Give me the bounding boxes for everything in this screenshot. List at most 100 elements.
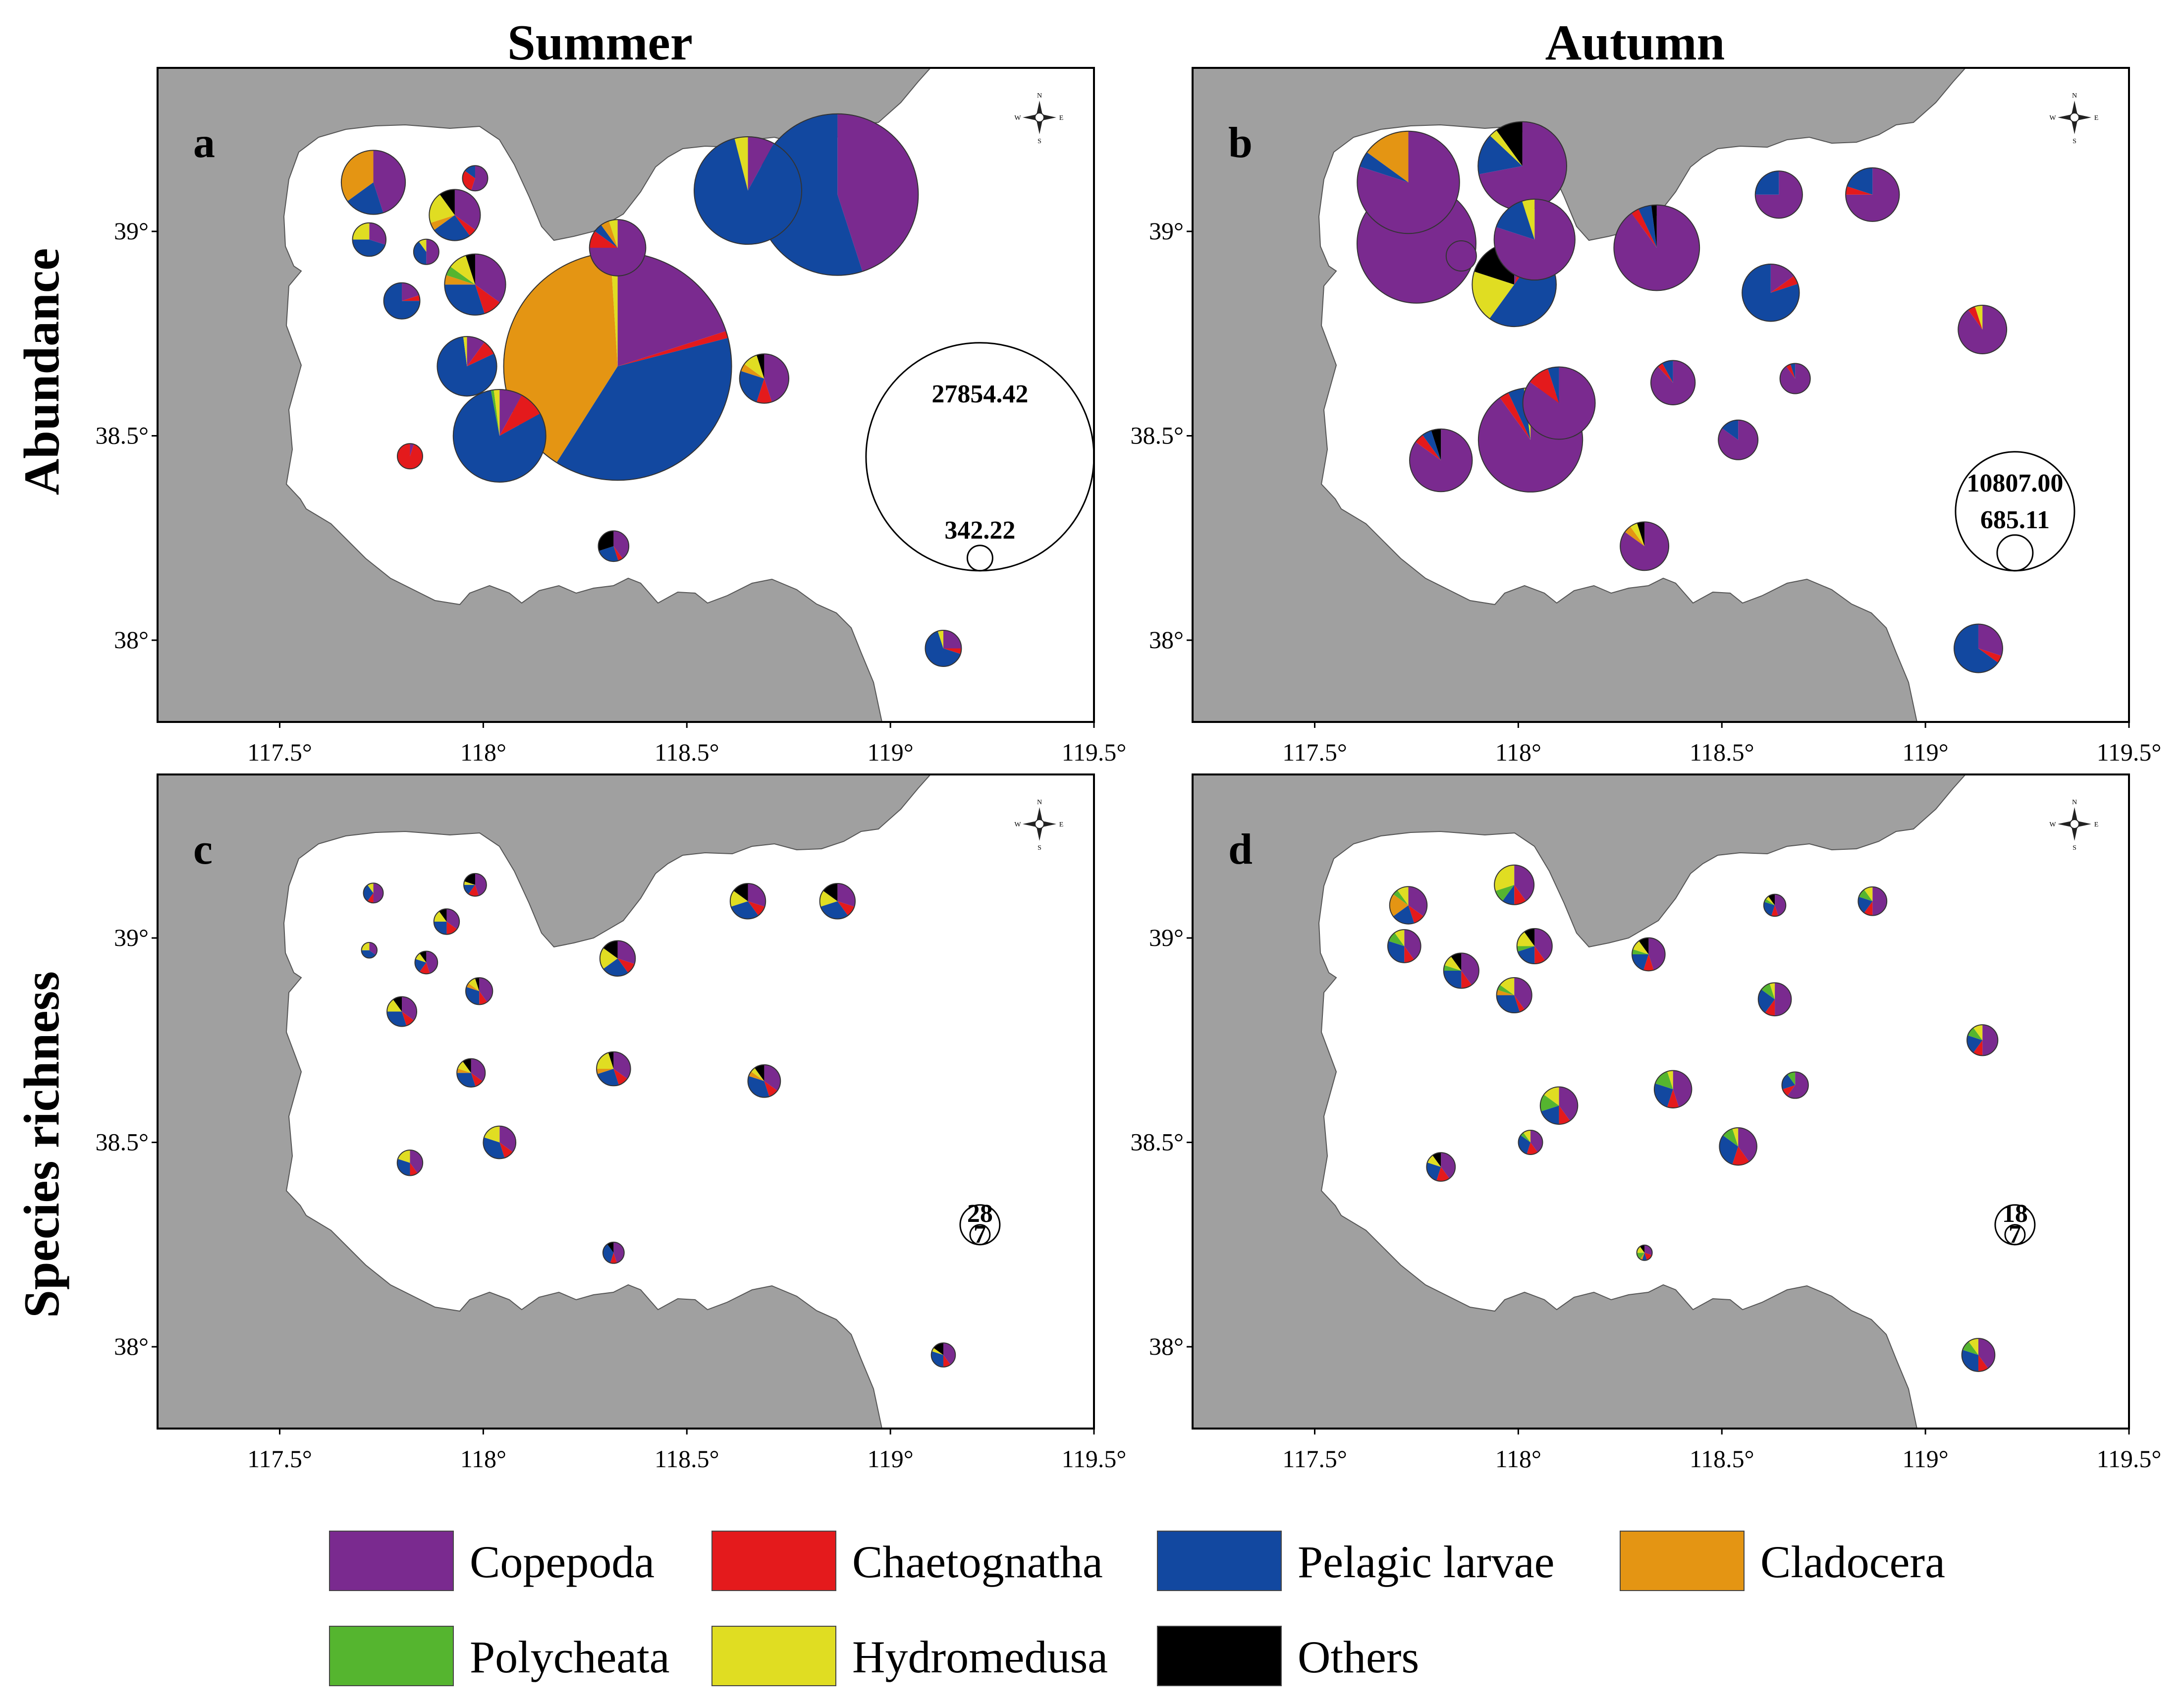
pie-slice-cladocera xyxy=(749,1071,764,1081)
pie-slice-copepoda xyxy=(837,113,919,272)
land-coastline xyxy=(158,68,931,722)
pie-slice-hydromedusa xyxy=(610,252,618,367)
pie-slice-pelagic-larvae xyxy=(1858,896,1873,913)
lon-tick-label: 119.5° xyxy=(1062,738,1127,766)
compass-n-label: N xyxy=(1037,92,1042,100)
station-pie xyxy=(1522,366,1596,440)
pie-slice-pelagic-larvae xyxy=(731,901,759,919)
legend-swatch-pelagic-larvae xyxy=(1157,1531,1282,1591)
legend-swatch-cladocera xyxy=(1620,1531,1745,1591)
pie-slice-hydromedusa xyxy=(937,630,943,649)
pie-slice-copepoda xyxy=(1978,624,2003,656)
pie-slice-copepoda xyxy=(1441,1153,1456,1179)
pie-slice-copepoda xyxy=(1559,1087,1578,1121)
pie-slice-chaetognatha xyxy=(1968,306,1983,330)
pie-slice-others xyxy=(608,1051,614,1069)
pie-slice-copepoda xyxy=(613,1051,631,1079)
station-pie xyxy=(589,219,647,276)
pie-slice-copepoda xyxy=(1523,367,1595,440)
pie-slice-chaetognatha xyxy=(475,284,500,314)
pie-slice-copepoda xyxy=(1461,953,1479,985)
pie-slice-chaetognatha xyxy=(1632,209,1657,248)
pie-slice-copepoda xyxy=(617,940,636,964)
pie-slice-copepoda xyxy=(467,336,485,367)
pie-slice-copepoda xyxy=(402,996,417,1021)
pie-slice-copepoda xyxy=(1644,1245,1652,1256)
station-pie xyxy=(1757,982,1792,1017)
station-pie xyxy=(456,1058,486,1088)
lat-tick-label: 38° xyxy=(114,626,149,654)
pie-slice-chaetognatha xyxy=(1667,1089,1679,1108)
pie-slice-hydromedusa xyxy=(1490,130,1523,166)
lat-tick-label: 38.5° xyxy=(96,1128,149,1156)
station-pie xyxy=(396,443,423,470)
pie-slice-chaetognatha xyxy=(1559,1105,1570,1125)
pie-slice-chaetognatha xyxy=(748,901,765,916)
pie-slice-others xyxy=(755,1064,764,1081)
pie-slice-hydromedusa xyxy=(1522,199,1535,240)
station-pie xyxy=(694,136,803,245)
lat-tick-label: 38° xyxy=(114,1332,149,1360)
land-coastline xyxy=(158,774,931,1429)
legend-label-hydromedusa: Hydromedusa xyxy=(852,1632,1108,1682)
pie-slice-polycheata xyxy=(491,389,500,436)
pie-slice-copepoda xyxy=(617,252,726,367)
pie-slice-pelagic-larvae xyxy=(1360,152,1409,182)
pie-slice-others xyxy=(823,883,838,901)
pie-slice-pelagic-larvae xyxy=(1496,201,1535,240)
pie-slice-others xyxy=(475,978,480,992)
station-pie xyxy=(1779,363,1811,394)
pie-slice-hydromedusa xyxy=(352,222,370,240)
pie-slice-chaetognatha xyxy=(1436,1167,1450,1181)
lon-tick-label: 119° xyxy=(1903,1445,1949,1473)
panel-letter: c xyxy=(193,826,213,874)
lon-tick-label: 118° xyxy=(1495,1445,1541,1473)
pie-slice-pelagic-larvae xyxy=(437,336,497,396)
pie-slice-cladocera xyxy=(430,215,455,230)
pie-slice-pelagic-larvae xyxy=(1790,363,1796,379)
station-pie xyxy=(386,996,418,1027)
station-pie xyxy=(363,882,384,904)
pie-slice-pelagic-larvae xyxy=(748,1076,769,1098)
map-frame xyxy=(157,773,1095,1430)
station-pie xyxy=(396,1150,424,1176)
station-pie xyxy=(414,950,438,975)
reference-circle-min xyxy=(1996,534,2034,572)
pie-slice-cladocera xyxy=(1389,894,1409,917)
compass-n-label: N xyxy=(2072,92,2077,100)
pie-slice-copepoda xyxy=(369,222,386,245)
compass-s-label: S xyxy=(2073,138,2076,145)
legend-item-hydromedusa: Hydromedusa xyxy=(711,1626,1108,1686)
pie-slice-pelagic-larvae xyxy=(434,922,447,935)
pie-slice-pelagic-larvae xyxy=(1387,941,1405,963)
station-pie xyxy=(1966,1024,1999,1056)
pie-slice-hydromedusa xyxy=(1394,930,1405,946)
pie-slice-hydromedusa xyxy=(1517,932,1535,946)
pie-slice-polycheata xyxy=(1761,984,1775,999)
station-pie xyxy=(463,873,487,897)
pie-slice-pelagic-larvae xyxy=(1422,430,1441,460)
pie-slice-cladocera xyxy=(1625,526,1645,547)
legend-label-cladocera: Cladocera xyxy=(1760,1537,1945,1587)
pie-slice-hydromedusa xyxy=(1732,1127,1739,1147)
pie-slice-hydromedusa xyxy=(1968,1338,1978,1355)
pie-slice-chaetognatha xyxy=(1732,1146,1749,1165)
pie-slice-hydromedusa xyxy=(1397,886,1409,905)
pie-slice-others xyxy=(1524,928,1535,946)
station-pie xyxy=(1857,886,1888,916)
pie-slice-others xyxy=(419,951,427,963)
pie-slice-copepoda xyxy=(748,883,766,907)
reference-min-label: 7 xyxy=(2009,1220,2021,1249)
pie-slice-pelagic-larvae xyxy=(1758,990,1775,1013)
station-pie xyxy=(1953,623,2003,673)
station-pie xyxy=(602,1241,625,1264)
legend-item-copepoda: Copepoda xyxy=(329,1531,655,1591)
station-pie xyxy=(1539,1086,1579,1125)
pie-slice-chaetognatha xyxy=(479,991,488,1005)
lon-tick-label: 118° xyxy=(460,1445,506,1473)
compass-w-label: W xyxy=(1014,114,1021,122)
pie-slice-copepoda xyxy=(1673,1070,1692,1107)
reference-circle-min xyxy=(969,1224,991,1246)
pie-slice-others xyxy=(1432,1153,1441,1167)
